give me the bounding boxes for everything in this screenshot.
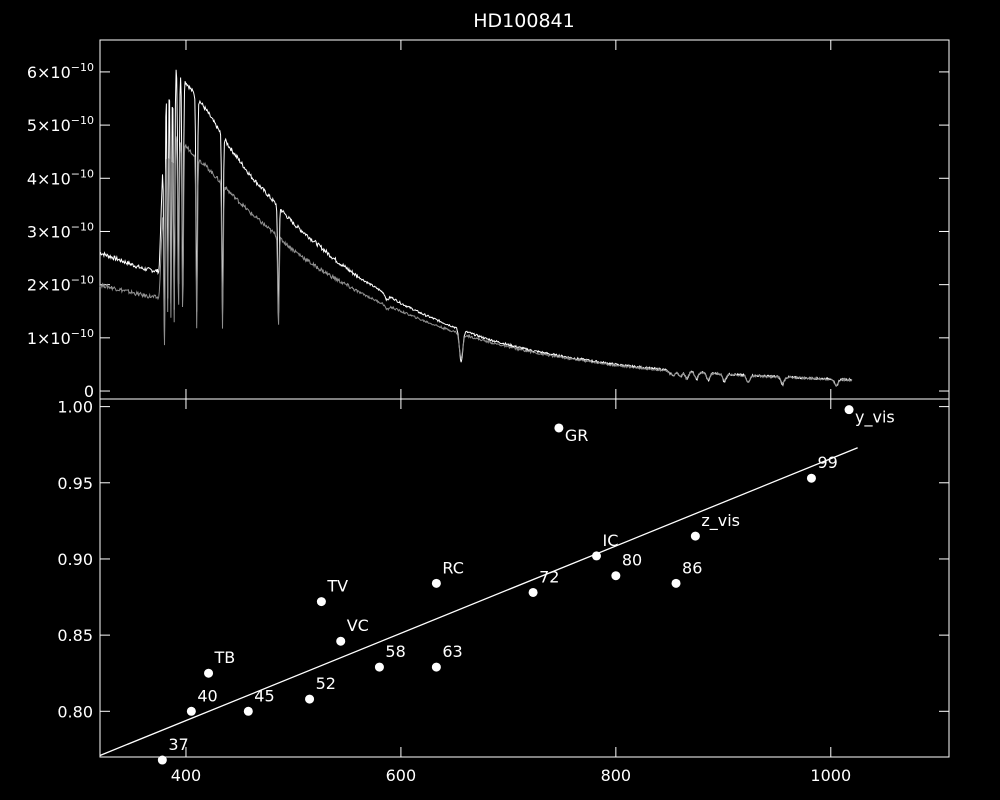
data-point [336,636,346,646]
data-point-label: 40 [197,686,217,705]
scatter-y-tick-label: 0.80 [57,702,93,721]
data-point [690,531,700,541]
data-point-label: TB [214,648,236,667]
data-point [431,662,441,672]
spectrum-frame [99,39,950,400]
data-point-label: TV [326,577,348,596]
data-point-label: 52 [316,674,336,693]
data-point [528,587,538,597]
data-point-label: 58 [385,642,405,661]
data-point [844,405,854,415]
spectrum-series-white [99,69,853,387]
data-point [431,578,441,588]
data-point [806,473,816,483]
scatter-y-tick-label: 1.00 [57,398,93,417]
scatter-y-tick-label: 0.85 [57,626,93,645]
scatter-frame [99,398,950,758]
spectrum-y-tick-label: 1×10−10 [27,327,94,348]
data-point [157,755,167,765]
scatter-y-tick-label: 0.95 [57,474,93,493]
scatter-y-tick-label: 0.90 [57,550,93,569]
data-point [243,706,253,716]
data-point-label: 86 [682,558,702,577]
data-point [316,597,326,607]
data-point-label: z_vis [701,511,740,531]
spectrum-series-gray [99,136,853,387]
data-point-label: 63 [442,642,462,661]
ratio-scatter-plot: 0.80 0.85 0.90 0.95 1.00 400 600 800 1000 37 40 TB 4… [57,398,950,785]
data-point-label: VC [347,616,369,635]
data-point-label: RC [442,558,464,577]
spectrum-y-tick-label: 6×10−10 [27,61,94,82]
spectrum-plot: 0 1×10−10 2×10−10 3×10−10 4×10−10 5×10−10 6×10… [27,39,950,401]
data-point [671,578,681,588]
fit-line [99,447,858,757]
data-point-label: GR [565,426,589,445]
data-point-label: IC [603,531,619,550]
scatter-x-tick-label: 400 [171,766,202,785]
chart-title: HD100841 [473,10,574,32]
scatter-x-tick-label: 1000 [810,766,851,785]
data-point-label: 45 [254,686,274,705]
data-point-label: 99 [817,453,837,472]
data-point [592,551,602,561]
data-point-label: 37 [168,735,188,754]
spectrum-y-tick-label: 5×10−10 [27,114,94,135]
data-point-label: 72 [539,567,559,586]
data-point [374,662,384,672]
data-point [611,571,621,581]
data-point [305,694,315,704]
data-point [554,423,564,433]
data-point [186,706,196,716]
scatter-x-tick-label: 800 [601,766,632,785]
data-point-label: 80 [622,551,642,570]
spectrum-y-tick-label: 0 [84,382,94,401]
data-point-label: y_vis [855,408,895,428]
spectrum-y-tick-label: 3×10−10 [27,220,94,241]
spectrum-y-tick-label: 4×10−10 [27,167,94,188]
spectrum-y-tick-label: 2×10−10 [27,274,94,295]
data-point [204,668,214,678]
scatter-x-tick-label: 600 [386,766,417,785]
